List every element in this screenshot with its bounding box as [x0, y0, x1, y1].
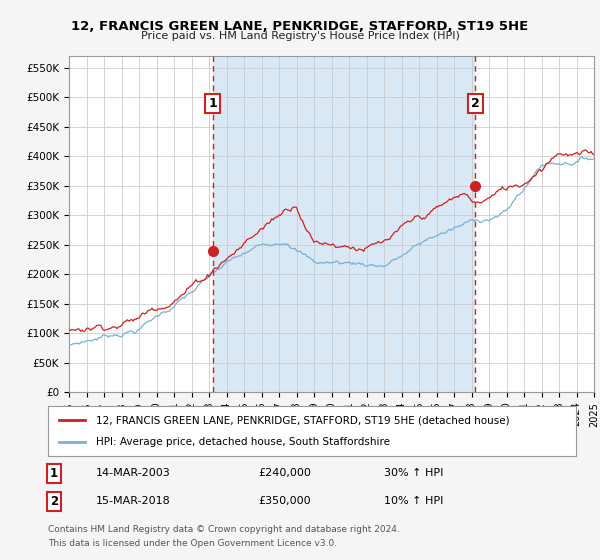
Text: 1: 1	[50, 466, 58, 480]
Text: Price paid vs. HM Land Registry's House Price Index (HPI): Price paid vs. HM Land Registry's House …	[140, 31, 460, 41]
Bar	[212, 56, 475, 392]
Text: 2: 2	[50, 494, 58, 508]
Text: Contains HM Land Registry data © Crown copyright and database right 2024.: Contains HM Land Registry data © Crown c…	[48, 525, 400, 534]
Text: 2: 2	[470, 97, 479, 110]
Text: 30% ↑ HPI: 30% ↑ HPI	[384, 468, 443, 478]
Text: HPI: Average price, detached house, South Staffordshire: HPI: Average price, detached house, Sout…	[95, 437, 389, 447]
Text: 12, FRANCIS GREEN LANE, PENKRIDGE, STAFFORD, ST19 5HE: 12, FRANCIS GREEN LANE, PENKRIDGE, STAFF…	[71, 20, 529, 32]
Text: £350,000: £350,000	[258, 496, 311, 506]
Text: This data is licensed under the Open Government Licence v3.0.: This data is licensed under the Open Gov…	[48, 539, 337, 548]
Text: 1: 1	[208, 97, 217, 110]
Text: 12, FRANCIS GREEN LANE, PENKRIDGE, STAFFORD, ST19 5HE (detached house): 12, FRANCIS GREEN LANE, PENKRIDGE, STAFF…	[95, 415, 509, 425]
Text: 10% ↑ HPI: 10% ↑ HPI	[384, 496, 443, 506]
Text: 15-MAR-2018: 15-MAR-2018	[96, 496, 171, 506]
Text: £240,000: £240,000	[258, 468, 311, 478]
Text: 14-MAR-2003: 14-MAR-2003	[96, 468, 171, 478]
